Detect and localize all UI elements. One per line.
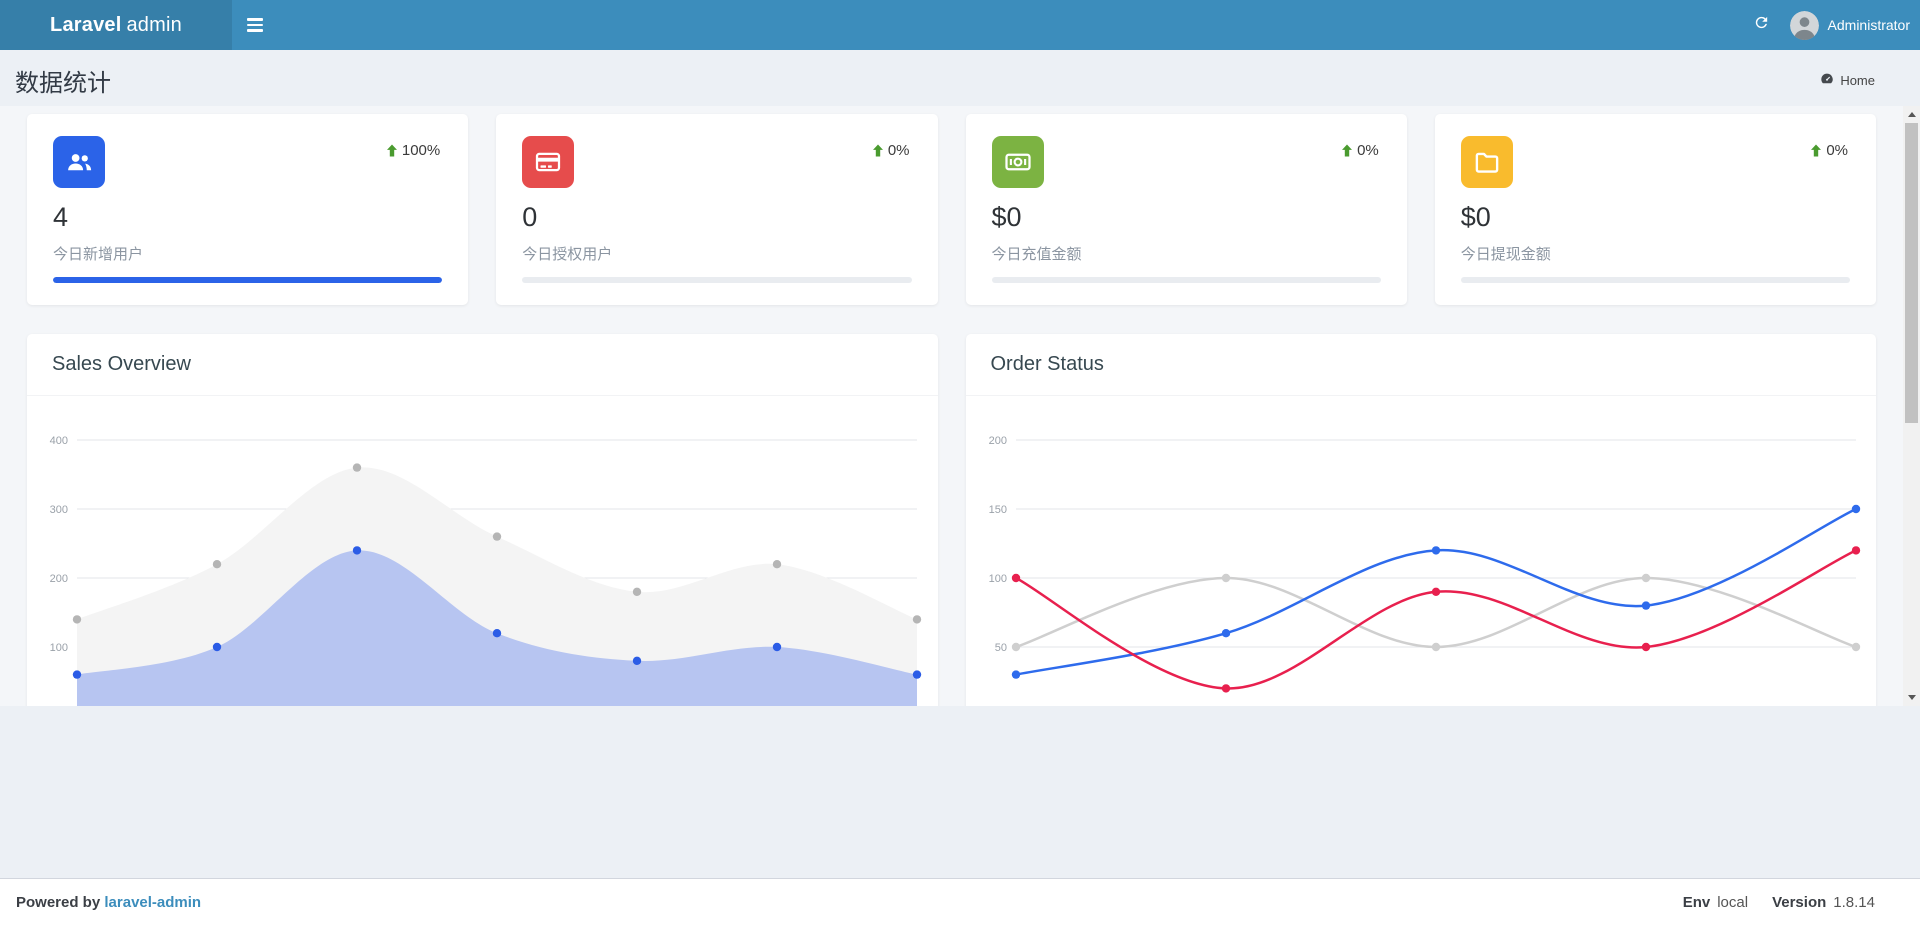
chart-card: Order Status 050100150200 xyxy=(965,334,1877,706)
chart-card-header: Sales Overview xyxy=(27,334,938,396)
arrow-up-icon xyxy=(1811,144,1822,157)
scrollbar-down-button[interactable] xyxy=(1903,689,1920,706)
stat-label: 今日充值金额 xyxy=(991,246,1082,264)
user-menu[interactable]: Administrator xyxy=(1784,0,1920,50)
brand-light: admin xyxy=(126,13,182,36)
order-status-chart: 050100150200 xyxy=(988,435,1860,693)
footer-powered-by: Powered by laravel-admin xyxy=(16,894,201,911)
trend-indicator: 0% xyxy=(872,142,910,159)
trend-value: 0% xyxy=(887,142,910,159)
stat-card: 0% $0 今日充值金额 xyxy=(965,114,1407,305)
charts-row: Sales Overview 0100200300400 Order Statu… xyxy=(27,334,1876,706)
stat-value: $0 xyxy=(1460,202,1491,232)
env-value: local xyxy=(1717,894,1749,911)
arrow-up-icon xyxy=(1342,144,1353,157)
chart-canvas[interactable]: 050100150200 xyxy=(966,396,1877,706)
user-avatar xyxy=(1789,10,1819,40)
chart-card: Sales Overview 0100200300400 xyxy=(27,334,938,706)
scrollbar-thumb[interactable] xyxy=(1905,123,1918,423)
chart-title: Sales Overview xyxy=(52,353,191,375)
trend-value: 100% xyxy=(401,142,441,159)
money-icon xyxy=(991,136,1044,188)
scrollbar-up-button[interactable] xyxy=(1903,106,1920,123)
refresh-button[interactable] xyxy=(1739,0,1784,50)
stat-label: 今日新增用户 xyxy=(53,246,144,264)
svg-text:100: 100 xyxy=(50,642,68,654)
powered-by-label: Powered by xyxy=(16,894,101,911)
version-value: 1.8.14 xyxy=(1833,894,1875,911)
progress-track xyxy=(522,277,912,284)
stat-value: 0 xyxy=(522,202,538,232)
stat-cards-row: 100% 4 今日新增用户 0% 0 今日授权用户 0% $0 今日充值金额 xyxy=(27,114,1876,305)
breadcrumb-home-link[interactable]: Home xyxy=(1840,72,1875,88)
svg-text:200: 200 xyxy=(50,573,68,585)
laravel-admin-link[interactable]: laravel-admin xyxy=(104,894,202,911)
progress-track xyxy=(1460,277,1850,284)
svg-text:200: 200 xyxy=(988,435,1006,447)
hamburger-icon xyxy=(247,18,263,32)
content-header: 数据统计 Home xyxy=(0,50,1920,106)
top-navbar: Laravel admin Administrator xyxy=(0,0,1920,50)
users-icon xyxy=(53,136,105,188)
arrow-up-icon xyxy=(386,144,397,157)
page-title: 数据统计 xyxy=(15,69,111,97)
stat-label: 今日授权用户 xyxy=(522,246,613,264)
progress-bar xyxy=(53,277,443,284)
progress-track xyxy=(991,277,1381,284)
credit-card-icon xyxy=(522,136,575,188)
folder-icon xyxy=(1460,136,1513,188)
breadcrumb[interactable]: Home xyxy=(1820,72,1875,88)
arrow-up-icon xyxy=(872,144,883,157)
brand-bold: Laravel xyxy=(50,13,122,36)
scroll-up-icon xyxy=(1907,112,1916,117)
stat-value: 4 xyxy=(53,202,69,232)
progress-track xyxy=(53,277,443,284)
sales-overview-chart: 0100200300400 xyxy=(50,435,922,706)
svg-text:100: 100 xyxy=(988,573,1006,585)
dashboard-icon xyxy=(1820,72,1834,88)
trend-indicator: 0% xyxy=(1810,142,1848,159)
trend-value: 0% xyxy=(1357,142,1379,159)
page-background xyxy=(0,706,1920,878)
vertical-scrollbar[interactable] xyxy=(1903,106,1920,706)
trend-value: 0% xyxy=(1826,142,1848,159)
refresh-icon xyxy=(1753,14,1770,36)
stat-card: 0% $0 今日提现金额 xyxy=(1434,114,1876,305)
stat-card: 0% 0 今日授权用户 xyxy=(496,114,938,305)
footer-meta: Env local Version 1.8.14 xyxy=(1683,894,1875,911)
page-footer: Powered by laravel-admin Env local Versi… xyxy=(0,878,1920,926)
sidebar-toggle-button[interactable] xyxy=(232,0,278,50)
env-label: Env xyxy=(1682,894,1711,911)
chart-title: Order Status xyxy=(990,353,1104,375)
brand-logo[interactable]: Laravel admin xyxy=(0,0,232,50)
trend-indicator: 0% xyxy=(1341,142,1379,159)
scroll-down-icon xyxy=(1907,695,1916,700)
content-scroll-area: 100% 4 今日新增用户 0% 0 今日授权用户 0% $0 今日充值金额 xyxy=(0,106,1903,706)
navbar-right: Administrator xyxy=(1739,0,1920,50)
chart-canvas[interactable]: 0100200300400 xyxy=(27,396,938,706)
stat-card: 100% 4 今日新增用户 xyxy=(27,114,469,305)
trend-indicator: 100% xyxy=(386,142,440,159)
stat-value: $0 xyxy=(991,202,1022,232)
svg-text:400: 400 xyxy=(50,435,68,447)
chart-card-header: Order Status xyxy=(965,334,1876,396)
svg-text:150: 150 xyxy=(988,504,1006,516)
stat-label: 今日提现金额 xyxy=(1460,246,1551,264)
username-label: Administrator xyxy=(1827,17,1910,33)
svg-text:50: 50 xyxy=(994,642,1006,654)
svg-text:300: 300 xyxy=(50,504,68,516)
version-label: Version xyxy=(1772,894,1827,911)
